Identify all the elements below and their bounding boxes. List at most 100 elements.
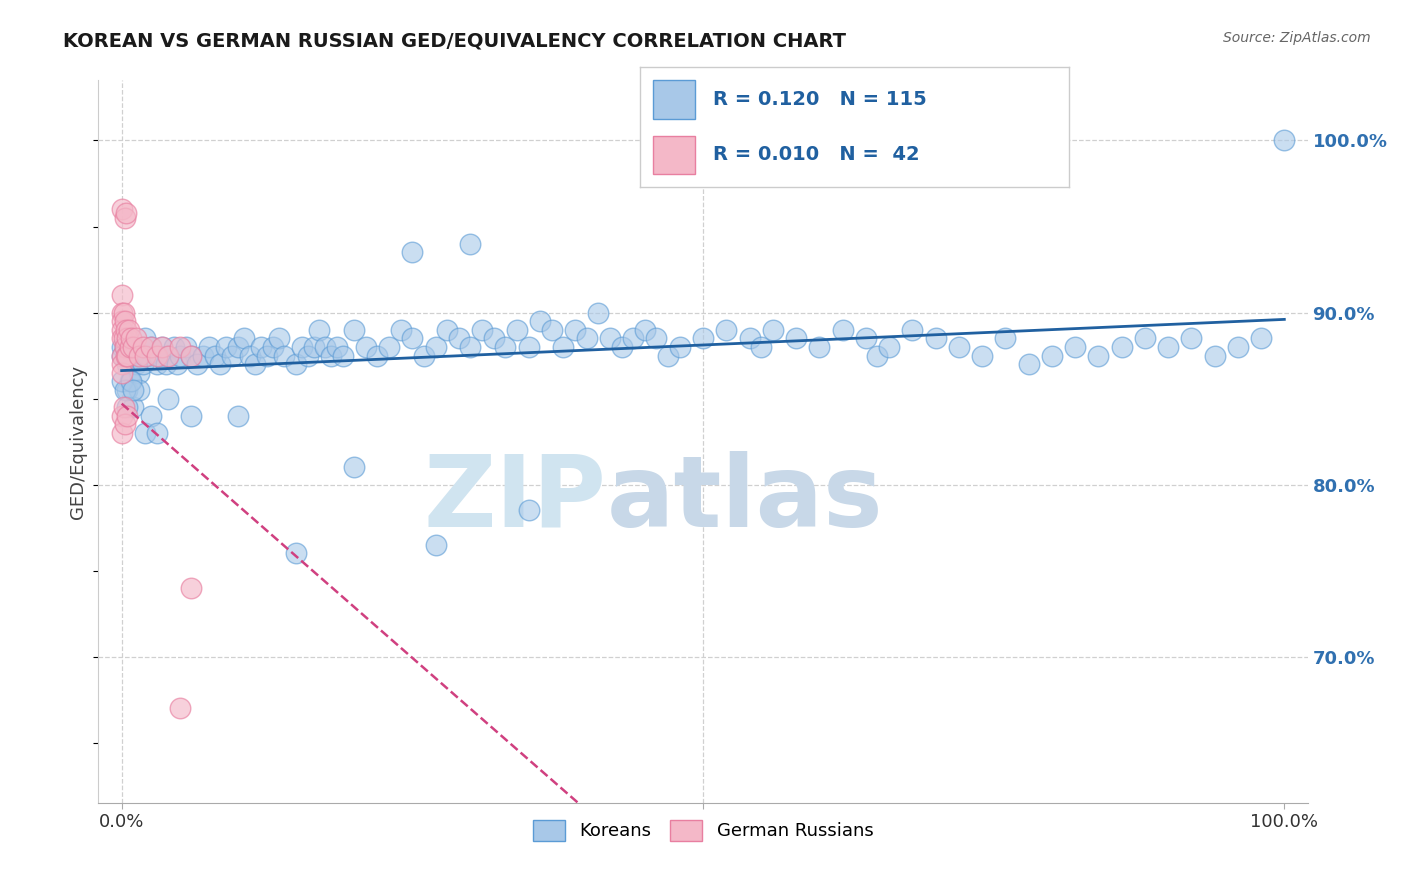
Point	[645, 331, 668, 345]
Point	[166, 357, 188, 371]
Point	[319, 349, 342, 363]
Point	[610, 340, 633, 354]
Point	[692, 331, 714, 345]
Point	[148, 349, 170, 363]
Point	[180, 581, 202, 595]
Point	[221, 349, 243, 363]
Point	[343, 460, 366, 475]
Point	[111, 288, 134, 302]
Point	[111, 425, 134, 440]
Point	[291, 340, 314, 354]
Point	[111, 349, 134, 363]
Point	[262, 340, 284, 354]
Point	[621, 331, 644, 345]
Point	[117, 400, 139, 414]
Point	[134, 331, 156, 345]
Point	[447, 331, 470, 345]
Point	[564, 323, 586, 337]
Point	[111, 375, 134, 389]
Point	[150, 340, 173, 354]
Text: atlas: atlas	[606, 450, 883, 548]
Point	[134, 425, 156, 440]
Point	[118, 323, 141, 337]
Point	[366, 349, 388, 363]
Point	[139, 340, 162, 354]
Point	[114, 417, 136, 432]
Point	[575, 331, 598, 345]
Point	[332, 349, 354, 363]
Point	[226, 409, 249, 423]
Point	[866, 349, 889, 363]
Point	[1040, 349, 1063, 363]
Point	[785, 331, 807, 345]
Point	[128, 366, 150, 380]
Point	[389, 323, 412, 337]
Point	[506, 323, 529, 337]
Point	[111, 349, 134, 363]
Point	[668, 340, 690, 354]
Point	[169, 349, 191, 363]
Point	[354, 340, 377, 354]
Point	[1087, 349, 1109, 363]
Point	[122, 340, 145, 354]
Text: KOREAN VS GERMAN RUSSIAN GED/EQUIVALENCY CORRELATION CHART: KOREAN VS GERMAN RUSSIAN GED/EQUIVALENCY…	[63, 31, 846, 50]
Point	[326, 340, 349, 354]
Point	[111, 323, 134, 337]
Point	[285, 546, 308, 560]
Point	[112, 331, 135, 345]
Point	[215, 340, 238, 354]
Point	[308, 323, 330, 337]
Point	[157, 349, 180, 363]
Point	[1272, 133, 1295, 147]
Point	[169, 340, 191, 354]
Point	[808, 340, 831, 354]
Point	[1250, 331, 1272, 345]
Point	[204, 349, 226, 363]
Point	[634, 323, 657, 337]
Point	[114, 340, 136, 354]
Point	[112, 305, 135, 319]
Point	[232, 331, 254, 345]
Text: ZIP: ZIP	[423, 450, 606, 548]
Point	[117, 349, 139, 363]
Point	[157, 349, 180, 363]
Point	[855, 331, 877, 345]
Point	[134, 349, 156, 363]
Point	[115, 323, 138, 337]
Point	[1226, 340, 1249, 354]
Point	[401, 245, 423, 260]
Point	[285, 357, 308, 371]
Point	[540, 323, 562, 337]
Point	[877, 340, 900, 354]
Point	[1018, 357, 1040, 371]
Point	[114, 340, 136, 354]
Point	[191, 349, 214, 363]
Point	[343, 323, 366, 337]
Point	[239, 349, 262, 363]
Point	[460, 340, 482, 354]
Point	[114, 383, 136, 397]
Point	[145, 425, 167, 440]
Point	[553, 340, 575, 354]
Point	[112, 400, 135, 414]
Point	[117, 383, 139, 397]
Text: R = 0.120   N = 115: R = 0.120 N = 115	[713, 90, 927, 109]
Point	[117, 409, 139, 423]
Point	[114, 314, 136, 328]
Point	[131, 357, 153, 371]
Point	[1157, 340, 1180, 354]
Point	[1204, 349, 1226, 363]
Point	[120, 331, 142, 345]
Point	[413, 349, 436, 363]
Point	[136, 349, 159, 363]
Point	[831, 323, 853, 337]
Point	[163, 340, 186, 354]
Point	[174, 340, 197, 354]
Point	[250, 340, 273, 354]
Point	[111, 314, 134, 328]
Point	[128, 349, 150, 363]
Point	[494, 340, 516, 354]
Point	[436, 323, 458, 337]
Point	[482, 331, 505, 345]
Point	[716, 323, 738, 337]
